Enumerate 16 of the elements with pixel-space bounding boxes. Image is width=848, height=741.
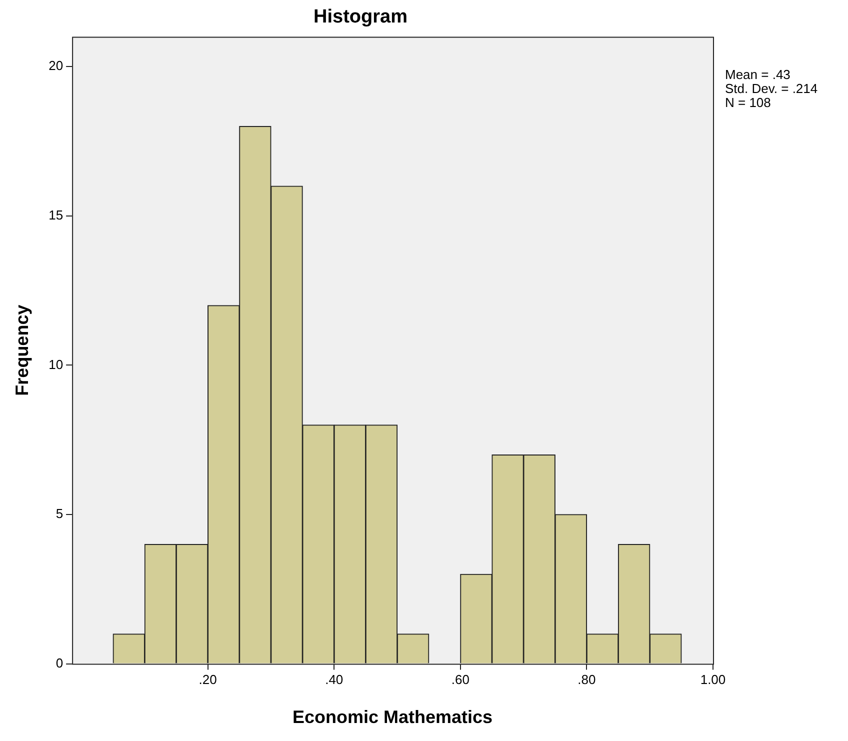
text: Std. Dev. = .214 — [725, 80, 818, 96]
y-tick-label: 20 — [48, 58, 64, 74]
x-axis-title: Economic Mathematics — [292, 707, 493, 728]
x-tick-label: .60 — [451, 672, 470, 688]
text: Mean = .43 — [725, 66, 790, 82]
x-tick-label: .80 — [578, 672, 596, 688]
y-axis-title: Frequency — [12, 304, 32, 396]
chart-title: Histogram — [314, 6, 408, 28]
y-tick-label: 15 — [48, 208, 64, 223]
x-tick-label: 1.00 — [700, 672, 726, 688]
y-tick-label: 10 — [48, 356, 64, 372]
x-tick-label: .20 — [198, 672, 217, 688]
x-tick-label: .40 — [325, 672, 344, 688]
text: N = 108 — [725, 94, 771, 110]
y-tick-label: 5 — [56, 506, 64, 522]
y-tick-label: 0 — [56, 655, 64, 670]
